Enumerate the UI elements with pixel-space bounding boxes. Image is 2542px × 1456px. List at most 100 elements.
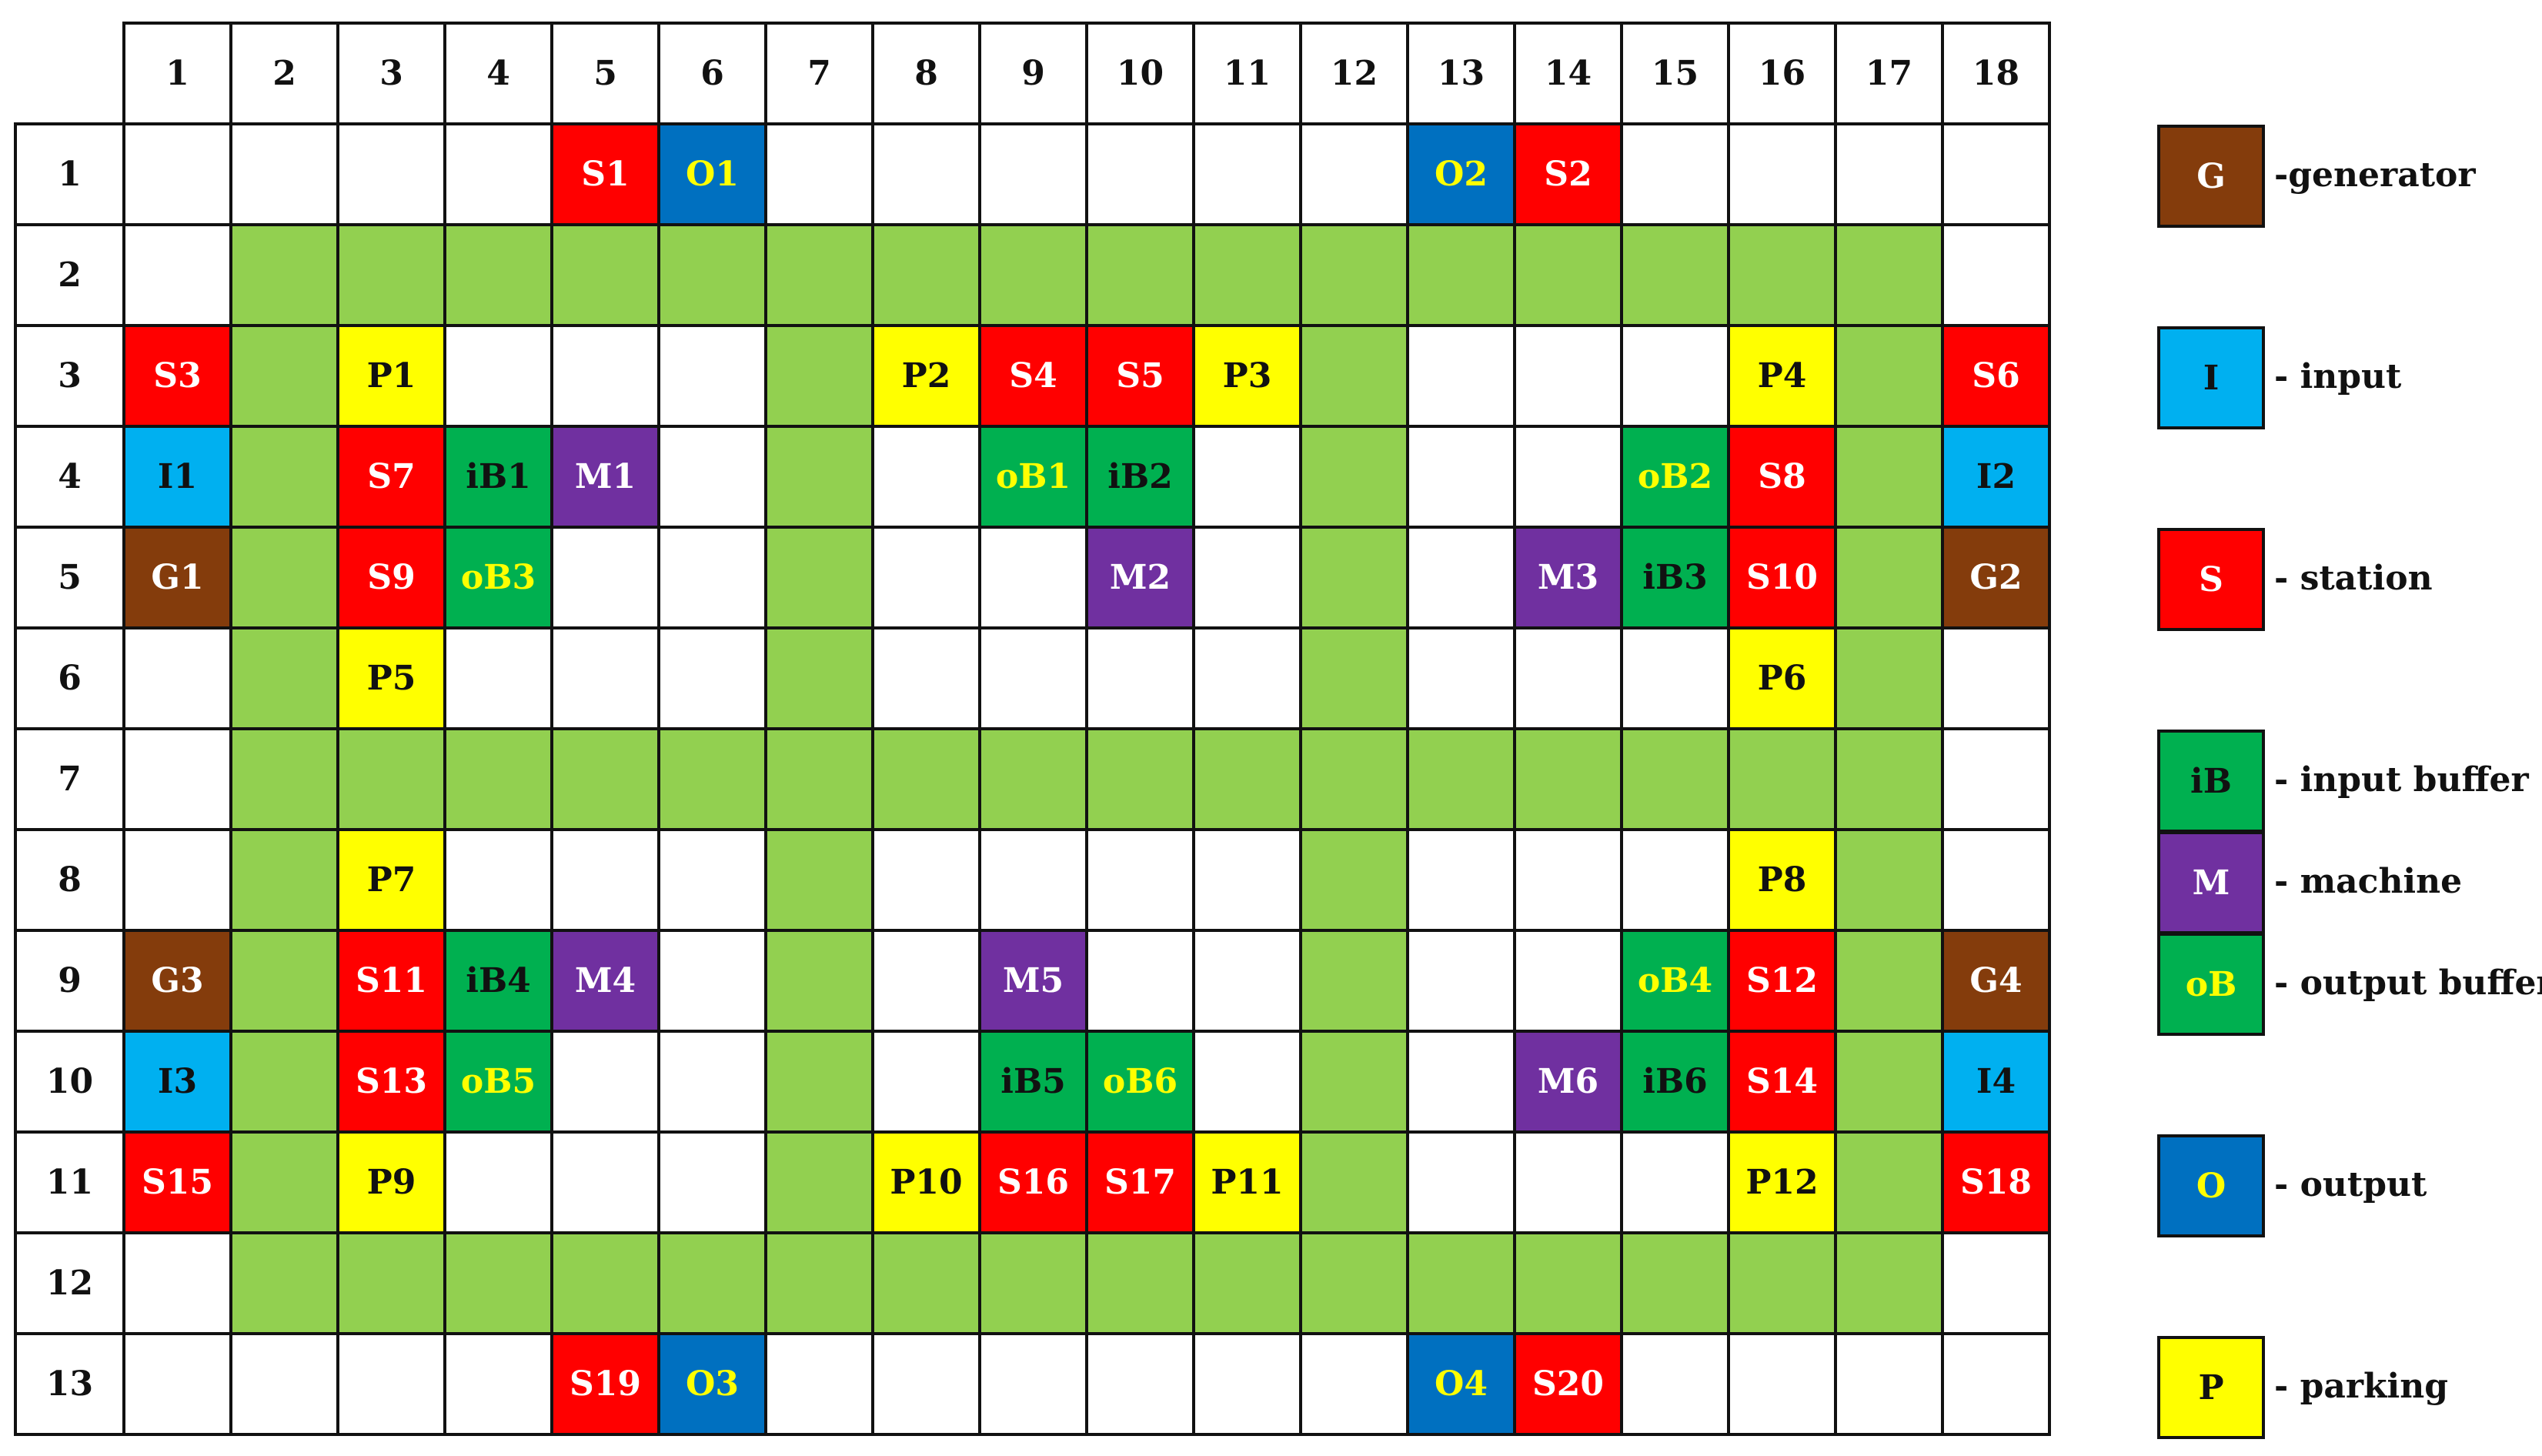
path-cell: [1513, 223, 1623, 327]
path-cell: [764, 425, 874, 529]
grid-cell-machine: M3: [1513, 526, 1623, 629]
empty-cell: [1620, 324, 1730, 428]
path-cell: [764, 929, 874, 1033]
grid-cell-station: S1: [550, 122, 660, 226]
grid-cell-station: S14: [1727, 1030, 1837, 1134]
path-cell: [1085, 727, 1195, 831]
path-cell: [764, 828, 874, 932]
path-cell: [550, 1231, 660, 1335]
column-header: 16: [1727, 22, 1837, 125]
empty-cell: [657, 1130, 767, 1234]
empty-cell: [1299, 1332, 1409, 1436]
empty-cell: [657, 425, 767, 529]
legend-swatch-input: I: [2157, 326, 2265, 429]
row-header: 9: [14, 929, 125, 1033]
path-cell: [229, 929, 339, 1033]
empty-cell: [122, 727, 232, 831]
path-cell: [764, 526, 874, 629]
grid-cell-station: S13: [336, 1030, 446, 1134]
grid-cell-output-buffer: oB5: [443, 1030, 553, 1134]
grid-cell-machine: M1: [550, 425, 660, 529]
grid-cell-input-buffer: iB6: [1620, 1030, 1730, 1134]
legend-swatch-output-buffer: oB: [2157, 933, 2265, 1036]
empty-cell: [1406, 828, 1516, 932]
empty-cell: [336, 122, 446, 226]
grid-cell-input-buffer: iB2: [1085, 425, 1195, 529]
empty-cell: [122, 828, 232, 932]
empty-cell: [1941, 828, 2051, 932]
empty-cell: [1620, 1332, 1730, 1436]
empty-cell: [443, 122, 553, 226]
legend-swatch-generator: G: [2157, 125, 2265, 228]
path-cell: [1727, 727, 1837, 831]
grid-cell-input: I3: [122, 1030, 232, 1134]
empty-cell: [1085, 626, 1195, 730]
empty-cell: [1513, 828, 1623, 932]
path-cell: [1085, 1231, 1195, 1335]
grid-cell-station: S10: [1727, 526, 1837, 629]
grid-cell-generator: G3: [122, 929, 232, 1033]
path-cell: [229, 1030, 339, 1134]
grid-cell-station: S18: [1941, 1130, 2051, 1234]
grid-cell-station: S4: [978, 324, 1088, 428]
path-cell: [978, 223, 1088, 327]
column-header: 8: [871, 22, 981, 125]
empty-cell: [122, 1231, 232, 1335]
path-cell: [229, 223, 339, 327]
empty-cell: [1941, 1231, 2051, 1335]
grid-cell-input-buffer: iB3: [1620, 526, 1730, 629]
grid-cell-input-buffer: iB1: [443, 425, 553, 529]
grid-cell-parking: P5: [336, 626, 446, 730]
grid-cell-output-buffer: oB1: [978, 425, 1088, 529]
column-header: 3: [336, 22, 446, 125]
empty-cell: [871, 425, 981, 529]
legend-label-parking: - parking: [2274, 1367, 2448, 1406]
path-cell: [550, 727, 660, 831]
path-cell: [443, 727, 553, 831]
path-cell: [1406, 727, 1516, 831]
path-cell: [1727, 1231, 1837, 1335]
path-cell: [1299, 1231, 1409, 1335]
grid-cell-input: I2: [1941, 425, 2051, 529]
empty-cell: [336, 1332, 446, 1436]
path-cell: [1727, 223, 1837, 327]
path-cell: [229, 324, 339, 428]
path-cell: [229, 727, 339, 831]
empty-cell: [1406, 626, 1516, 730]
path-cell: [764, 1130, 874, 1234]
empty-cell: [1085, 1332, 1195, 1436]
path-cell: [1834, 1030, 1944, 1134]
path-cell: [657, 223, 767, 327]
row-header: 7: [14, 727, 125, 831]
empty-cell: [550, 526, 660, 629]
grid-cell-parking: P9: [336, 1130, 446, 1234]
legend-swatch-machine: M: [2157, 831, 2265, 934]
path-cell: [1192, 1231, 1302, 1335]
empty-cell: [764, 1332, 874, 1436]
path-cell: [1834, 1231, 1944, 1335]
empty-cell: [550, 324, 660, 428]
column-header: 5: [550, 22, 660, 125]
path-cell: [1406, 1231, 1516, 1335]
grid-cell-input: I1: [122, 425, 232, 529]
grid-cell-parking: P12: [1727, 1130, 1837, 1234]
path-cell: [764, 1030, 874, 1134]
path-cell: [1299, 425, 1409, 529]
column-header: 7: [764, 22, 874, 125]
empty-cell: [443, 828, 553, 932]
grid-cell-input-buffer: iB5: [978, 1030, 1088, 1134]
row-header: 8: [14, 828, 125, 932]
grid-cell-station: S3: [122, 324, 232, 428]
path-cell: [764, 223, 874, 327]
empty-cell: [871, 122, 981, 226]
path-cell: [764, 626, 874, 730]
empty-cell: [764, 122, 874, 226]
empty-cell: [443, 324, 553, 428]
grid-cell-parking: P4: [1727, 324, 1837, 428]
empty-cell: [122, 223, 232, 327]
empty-cell: [122, 626, 232, 730]
empty-cell: [443, 1130, 553, 1234]
empty-cell: [1406, 425, 1516, 529]
path-cell: [1299, 929, 1409, 1033]
empty-cell: [657, 1030, 767, 1134]
